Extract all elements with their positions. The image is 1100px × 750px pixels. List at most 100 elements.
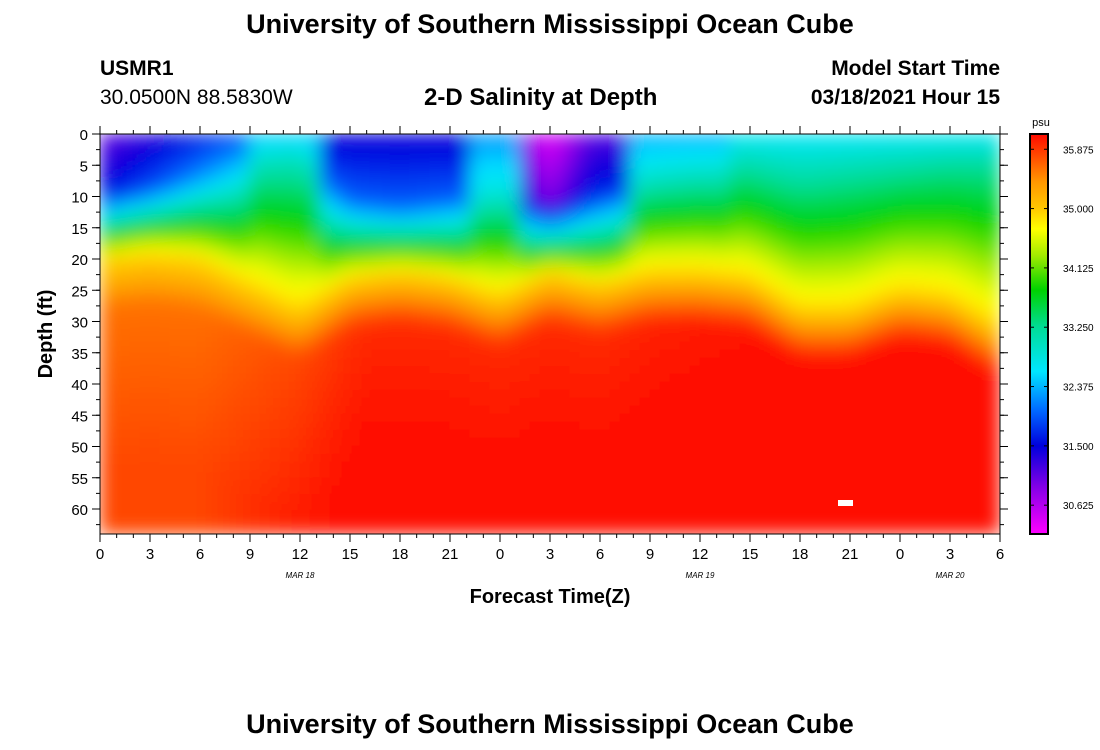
heatmap-cell <box>229 373 241 383</box>
heatmap-cell <box>929 229 941 239</box>
heatmap-cell <box>379 477 391 487</box>
heatmap-cell <box>839 405 851 415</box>
heatmap-cell <box>379 269 391 279</box>
heatmap-cell <box>909 205 921 215</box>
heatmap-cell <box>989 373 1000 383</box>
heatmap-cell <box>189 445 201 455</box>
heatmap-cell <box>429 197 441 207</box>
heatmap-cell <box>679 293 691 303</box>
heatmap-cell <box>159 493 171 503</box>
heatmap-cell <box>899 445 911 455</box>
heatmap-cell <box>599 197 611 207</box>
heatmap-cell <box>879 173 891 183</box>
heatmap-cell <box>349 261 361 271</box>
heatmap-cell <box>339 429 351 439</box>
heatmap-cell <box>719 269 731 279</box>
heatmap-cell <box>629 229 641 239</box>
heatmap-cell <box>349 245 361 255</box>
heatmap-cell <box>859 213 871 223</box>
heatmap-cell <box>209 373 221 383</box>
heatmap-cell <box>609 349 621 359</box>
heatmap-cell <box>849 149 861 159</box>
heatmap-cell <box>229 349 241 359</box>
heatmap-cell <box>289 469 301 479</box>
heatmap-cell <box>989 413 1000 423</box>
heatmap-cell <box>959 437 971 447</box>
heatmap-cell <box>459 149 471 159</box>
heatmap-cell <box>939 221 951 231</box>
heatmap-cell <box>749 293 761 303</box>
heatmap-cell <box>619 373 631 383</box>
heatmap-cell <box>389 205 401 215</box>
heatmap-cell <box>799 141 811 151</box>
heatmap-cell <box>279 333 291 343</box>
heatmap-cell <box>439 413 451 423</box>
colorbar-frame <box>1029 133 1049 535</box>
heatmap-cell <box>459 493 471 503</box>
heatmap-cell <box>869 373 881 383</box>
heatmap-cell <box>629 165 641 175</box>
heatmap-cell <box>259 501 271 511</box>
heatmap-cell <box>469 365 481 375</box>
heatmap-cell <box>219 253 231 263</box>
heatmap-cell <box>779 477 791 487</box>
heatmap-cell <box>419 285 431 295</box>
heatmap-cell <box>919 349 931 359</box>
heatmap-cell <box>889 437 901 447</box>
heatmap-cell <box>479 165 491 175</box>
heatmap-cell <box>269 381 281 391</box>
heatmap-cell <box>299 493 311 503</box>
heatmap-cell <box>909 165 921 175</box>
heatmap-cell <box>509 189 521 199</box>
heatmap-cell <box>479 501 491 511</box>
heatmap-cell <box>299 277 311 287</box>
heatmap-cell <box>519 341 531 351</box>
heatmap-cell <box>279 197 291 207</box>
heatmap-cell <box>229 197 241 207</box>
heatmap-cell <box>329 509 341 519</box>
heatmap-cell <box>849 197 861 207</box>
heatmap-cell <box>789 245 801 255</box>
heatmap-cell <box>189 501 201 511</box>
heatmap-cell <box>579 245 591 255</box>
heatmap-cell <box>359 181 371 191</box>
heatmap-cell <box>819 349 831 359</box>
heatmap-cell <box>409 517 421 527</box>
heatmap-cell <box>599 341 611 351</box>
heatmap-cell <box>109 181 121 191</box>
heatmap-cell <box>699 437 711 447</box>
x-tick-label: 3 <box>946 546 954 563</box>
heatmap-cell <box>959 509 971 519</box>
date-label: MAR 20 <box>936 571 965 580</box>
heatmap-cell <box>159 229 171 239</box>
heatmap-cell <box>589 285 601 295</box>
heatmap-cell <box>339 309 351 319</box>
heatmap-cell <box>579 477 591 487</box>
heatmap-cell <box>809 293 821 303</box>
heatmap-cell <box>639 277 651 287</box>
heatmap-cell <box>809 373 821 383</box>
heatmap-cell <box>489 181 501 191</box>
heatmap-cell <box>249 413 261 423</box>
heatmap-cell <box>349 229 361 239</box>
heatmap-cell <box>409 189 421 199</box>
heatmap-cell <box>589 205 601 215</box>
heatmap-cell <box>139 221 151 231</box>
heatmap-cell <box>309 149 321 159</box>
heatmap-cell <box>239 229 251 239</box>
heatmap-cell <box>309 229 321 239</box>
heatmap-cell <box>209 397 221 407</box>
heatmap-cell <box>719 373 731 383</box>
heatmap-cell <box>719 485 731 495</box>
heatmap-cell <box>719 397 731 407</box>
heatmap-cell <box>589 493 601 503</box>
heatmap-cell <box>469 405 481 415</box>
heatmap-cell <box>369 509 381 519</box>
heatmap-cell <box>889 205 901 215</box>
heatmap-cell <box>299 365 311 375</box>
heatmap-cell <box>899 221 911 231</box>
heatmap-cell <box>959 141 971 151</box>
heatmap-cell <box>659 373 671 383</box>
heatmap-cell <box>449 309 461 319</box>
heatmap-cell <box>409 373 421 383</box>
